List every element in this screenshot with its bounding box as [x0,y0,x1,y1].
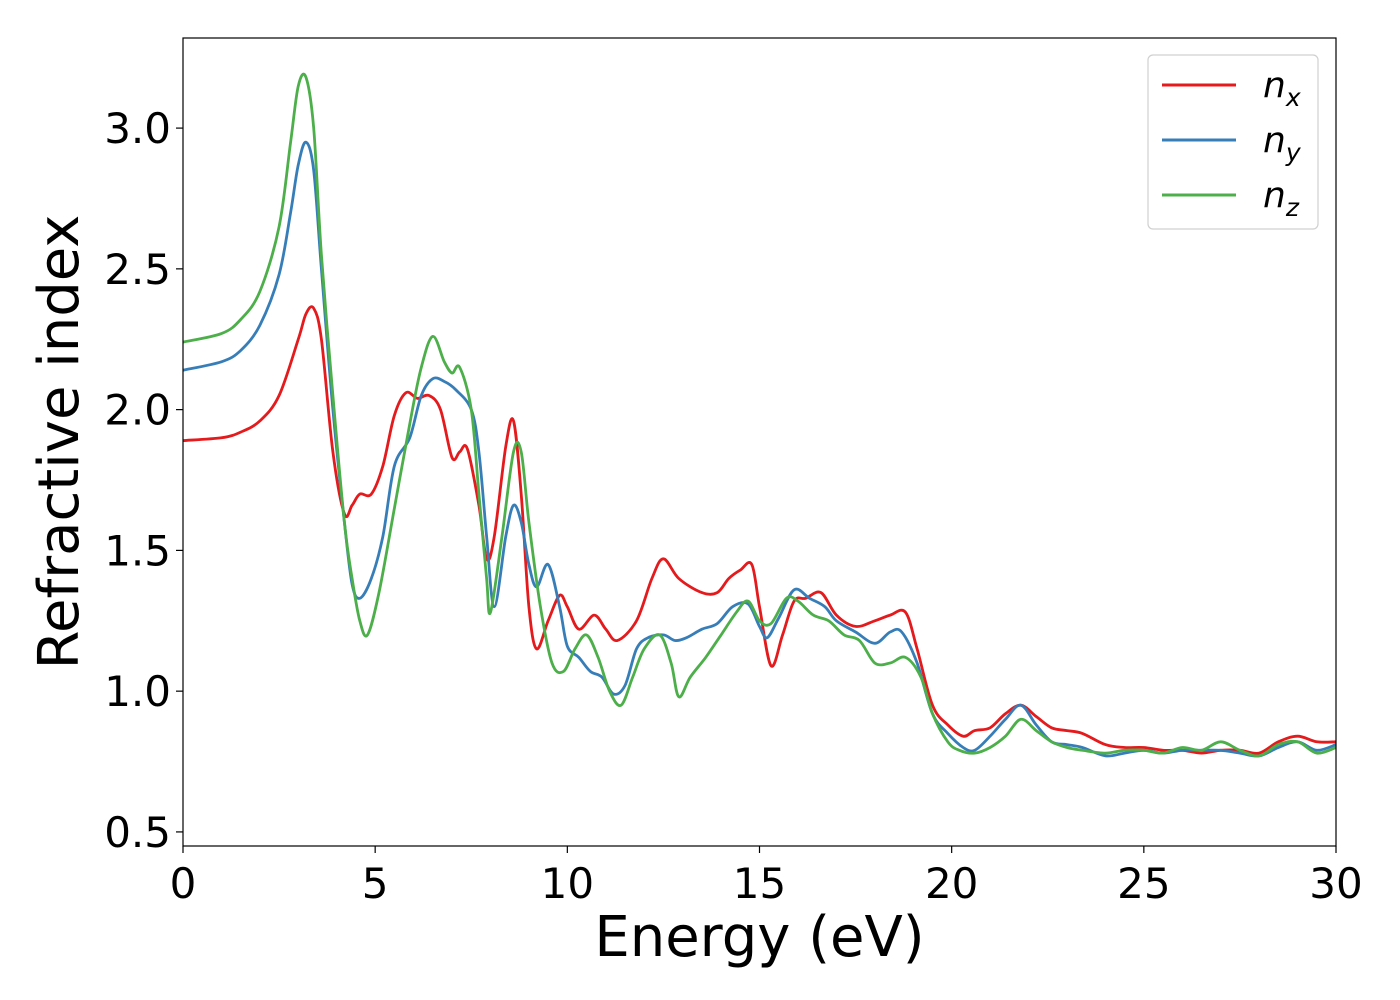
y-axis-title: Refractive index [27,215,92,670]
x-tick-label: 10 [541,859,594,908]
series-layer [182,72,1337,758]
x-axis-title: Energy (eV) [594,905,924,970]
y-tick-label: 0.5 [104,808,171,857]
y-tick-label: 1.0 [104,667,171,716]
y-tick-label: 2.5 [104,245,171,294]
x-tick-label: 15 [733,859,786,908]
y-axis-ticks: 0.5 1.0 1.5 2.0 2.5 3.0 [104,104,183,857]
legend-box [1147,54,1319,230]
series-line-y [182,140,1337,758]
x-axis-ticks: 0 5 10 15 20 25 30 [170,846,1363,908]
x-tick-label: 25 [1117,859,1170,908]
series-line-z [182,72,1337,758]
x-tick-label: 20 [925,859,978,908]
x-tick-label: 0 [170,859,197,908]
x-tick-label: 5 [362,859,389,908]
y-tick-label: 1.5 [104,526,171,575]
x-tick-label: 30 [1309,859,1362,908]
y-tick-label: 3.0 [104,104,171,153]
y-tick-label: 2.0 [104,386,171,435]
series-line-x [182,305,1337,755]
